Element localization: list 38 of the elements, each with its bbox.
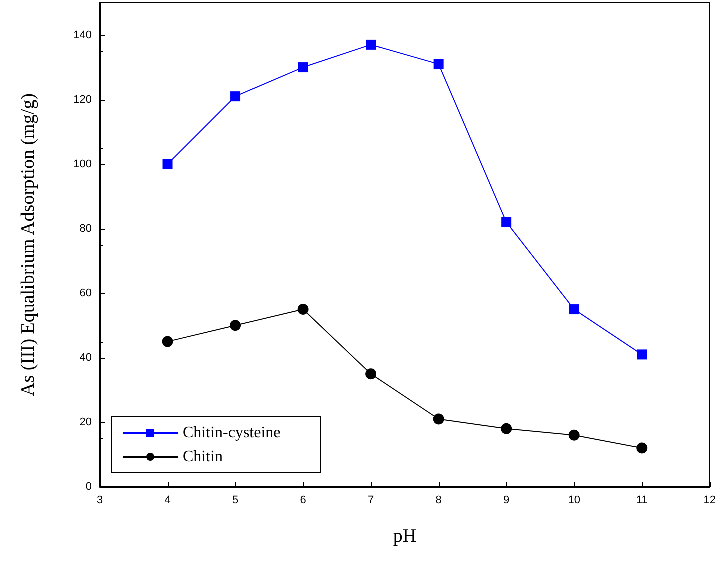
point — [230, 92, 241, 102]
x-tick-label: 7 — [368, 494, 374, 506]
point — [434, 59, 444, 70]
point — [366, 40, 376, 50]
y-tick-label: 80 — [80, 222, 92, 235]
x-tick-label: 4 — [164, 494, 171, 506]
point — [162, 336, 174, 348]
y-tick-label: 40 — [80, 352, 92, 364]
point — [501, 423, 512, 434]
point — [298, 304, 309, 316]
x-tick-label: 10 — [568, 494, 580, 506]
x-tick-label: 6 — [300, 494, 306, 506]
y-axis-title: As (III) Equalibrium Adsorption (mg/g) — [18, 94, 39, 396]
point — [298, 62, 308, 73]
x-tick-label: 9 — [504, 494, 510, 506]
x-tick-label: 3 — [96, 494, 104, 506]
point — [433, 414, 444, 425]
point — [502, 217, 512, 228]
x-tick-label: 12 — [704, 494, 716, 506]
point — [636, 442, 648, 454]
legend-label: Chitin — [183, 448, 224, 466]
x-tick-label: 11 — [636, 494, 648, 506]
y-tick-label: 140 — [74, 29, 92, 42]
point — [568, 430, 580, 441]
legend-label: Chitin-cysteine — [183, 424, 281, 442]
point — [162, 159, 173, 170]
x-axis-title: pH — [393, 526, 417, 547]
x-tick-label: 5 — [232, 494, 239, 506]
point — [569, 304, 580, 315]
point — [230, 320, 242, 332]
point — [637, 350, 648, 360]
point — [366, 368, 377, 380]
x-tick-label: 8 — [436, 494, 442, 506]
y-tick-label: 60 — [80, 287, 92, 300]
y-tick-label: 120 — [74, 94, 92, 106]
y-tick-label: 100 — [74, 158, 92, 170]
y-tick-label: 20 — [80, 416, 92, 428]
y-tick-label: 0 — [86, 481, 92, 493]
